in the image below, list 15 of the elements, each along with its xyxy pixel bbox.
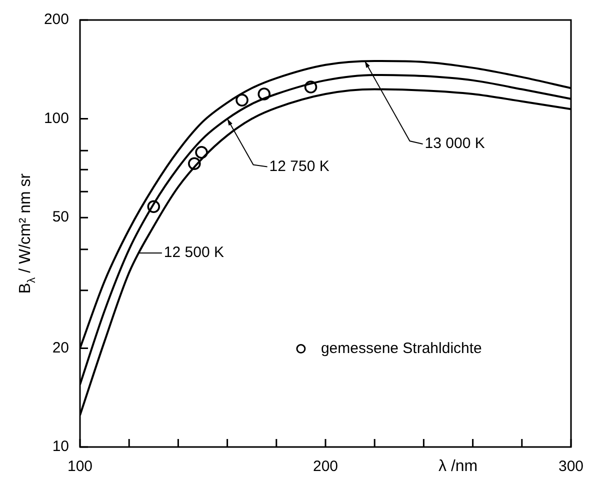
x-tick-label: 300 (558, 458, 584, 476)
legend-label: gemessene Strahldichte (320, 340, 482, 357)
y-tick-label: 50 (52, 208, 69, 226)
y-tick-label: 100 (44, 110, 69, 127)
y-tick-label: 200 (44, 11, 69, 28)
y-tick-label: 20 (52, 339, 69, 356)
annotation: 13 000 K (424, 135, 485, 152)
y-axis-title: Bλ / W/cm² nm sr (17, 172, 38, 294)
x-tick-label: 100 (67, 458, 93, 476)
annotation: 12 500 K (164, 244, 224, 262)
x-axis-title: λ /nm (438, 458, 478, 475)
x-tick-label: 200 (312, 458, 338, 476)
y-tick-label: 10 (52, 438, 69, 456)
point (236, 94, 248, 107)
annotation: 12 750 K (269, 158, 330, 175)
